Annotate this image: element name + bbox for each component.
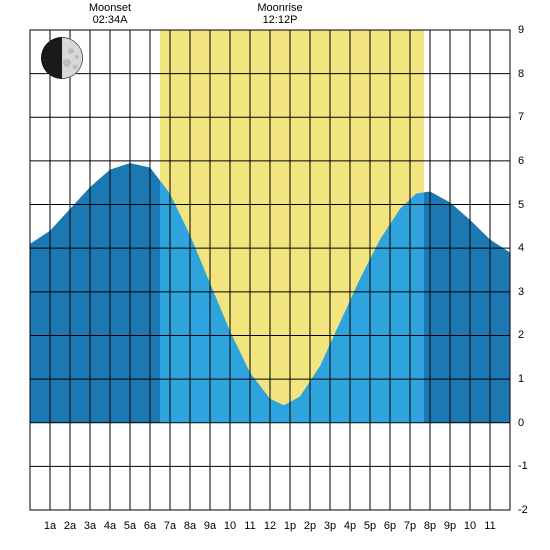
y-tick-label: 6 [518,155,524,167]
x-tick-label: 12 [264,520,276,532]
x-tick-label: 3p [324,520,336,532]
x-tick-label: 11 [484,520,495,532]
y-tick-label: 0 [518,417,524,429]
y-tick-label: -2 [518,504,528,516]
y-tick-label: 8 [518,68,524,80]
moonrise-title: Moonrise [257,2,302,14]
tide-chart: Moonset 02:34A Moonrise 12:12P -2-101234… [0,0,550,550]
y-tick-label: 7 [518,111,524,123]
x-tick-label: 1a [44,520,56,532]
y-tick-label: 2 [518,329,524,341]
x-tick-label: 2p [304,520,316,532]
x-tick-label: 9p [444,520,456,532]
y-tick-label: 9 [518,24,524,36]
x-tick-label: 4p [344,520,356,532]
x-tick-label: 9a [204,520,216,532]
x-tick-label: 10 [464,520,476,532]
x-tick-label: 10 [224,520,236,532]
x-tick-label: 4a [104,520,116,532]
y-tick-label: 1 [518,373,524,385]
x-tick-label: 8p [424,520,436,532]
moon-phase-icon [41,37,83,79]
moonset-title: Moonset [89,2,131,14]
x-tick-label: 2a [64,520,76,532]
x-tick-label: 7p [404,520,416,532]
x-tick-label: 5p [364,520,376,532]
moonrise-time: 12:12P [263,14,298,26]
y-tick-label: 4 [518,242,524,254]
chart-canvas [0,0,550,550]
x-tick-label: 7a [164,520,176,532]
x-tick-label: 8a [184,520,196,532]
y-tick-label: 3 [518,286,524,298]
x-tick-label: 6p [384,520,396,532]
moonset-time: 02:34A [93,14,128,26]
x-tick-label: 1p [284,520,296,532]
y-tick-label: -1 [518,460,528,472]
x-tick-label: 3a [84,520,96,532]
x-tick-label: 6a [144,520,156,532]
x-tick-label: 11 [244,520,255,532]
x-tick-label: 5a [124,520,136,532]
y-tick-label: 5 [518,199,524,211]
